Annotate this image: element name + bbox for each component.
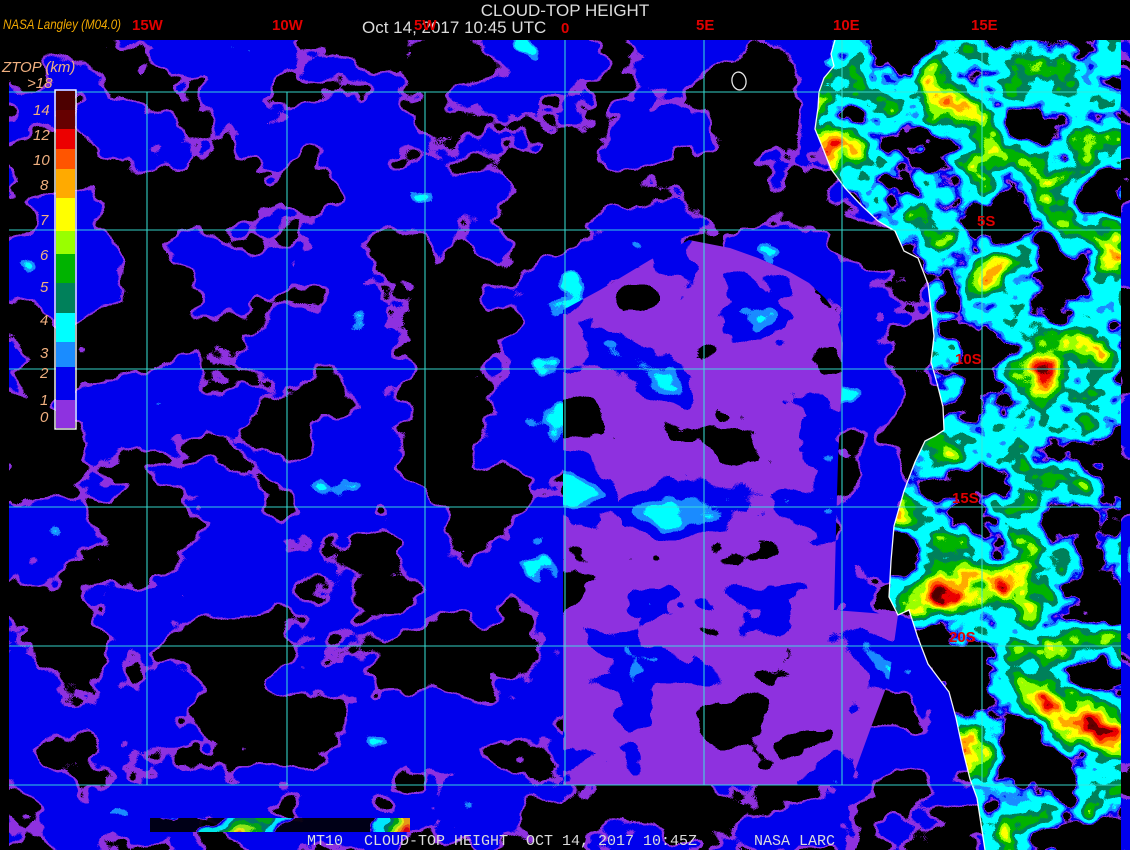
- svg-text:CLOUD-TOP HEIGHT: CLOUD-TOP HEIGHT: [364, 833, 508, 850]
- svg-text:NASA LARC: NASA LARC: [754, 833, 835, 850]
- svg-text:MT10: MT10: [307, 833, 343, 850]
- svg-text:OCT 14, 2017 10:45Z: OCT 14, 2017 10:45Z: [526, 833, 697, 850]
